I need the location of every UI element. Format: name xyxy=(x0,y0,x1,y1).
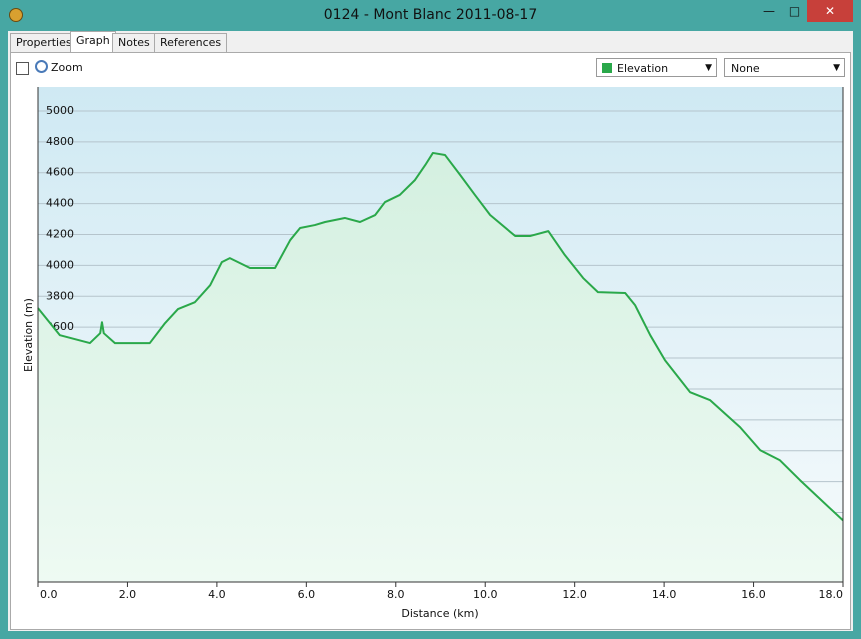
y-tick-label: 4200 xyxy=(46,227,74,240)
app-icon xyxy=(9,8,23,22)
x-tick-label: 10.0 xyxy=(473,588,498,601)
y-tick-label: 3800 xyxy=(46,289,74,302)
x-tick-label: 18.0 xyxy=(819,588,844,601)
x-tick-label: 16.0 xyxy=(741,588,766,601)
line xyxy=(37,151,844,522)
close-button[interactable]: ✕ xyxy=(807,0,853,22)
window-title: 0124 - Mont Blanc 2011-08-17 xyxy=(323,7,538,23)
area xyxy=(38,152,843,582)
y-axis-label: Elevation (m) xyxy=(22,298,35,372)
y-tick-label: 4000 xyxy=(46,258,74,271)
zoom-icon xyxy=(35,60,48,73)
x-tick-label: 2.0 xyxy=(119,588,137,601)
y-tick-label: 5000 xyxy=(46,104,74,117)
x-tick-label: 0.0 xyxy=(40,588,58,601)
x-tick-label: 8.0 xyxy=(387,588,405,601)
zoom-label: Zoom xyxy=(51,61,83,74)
tab[interactable]: Notes xyxy=(112,33,156,52)
dropdown-arrow: ▼ xyxy=(705,63,712,73)
x-tick-label: 12.0 xyxy=(562,588,587,601)
x-tick-label: 14.0 xyxy=(652,588,677,601)
second-dropdown[interactable]: None ▼ xyxy=(724,58,845,77)
x-axis-label: Distance (km) xyxy=(401,607,478,620)
zoom-checkbox[interactable] xyxy=(16,62,29,75)
title-bar: 0124 - Mont Blanc 2011-08-17 — □ ✕ xyxy=(0,0,861,31)
x-tick-label: 4.0 xyxy=(208,588,226,601)
y-tick-label: 4400 xyxy=(46,197,74,210)
dropdown-arrow: ▼ xyxy=(833,63,840,73)
x-tick-label: 6.0 xyxy=(298,588,316,601)
series-dropdown[interactable]: Elevation ▼ xyxy=(596,58,717,77)
dropdown-text: None xyxy=(731,62,760,75)
series-swatch xyxy=(602,63,612,73)
tab[interactable]: References xyxy=(154,33,228,52)
y-tick-label: 4600 xyxy=(46,166,74,179)
minimize-button[interactable]: — xyxy=(763,4,775,18)
maximize-button[interactable]: □ xyxy=(788,4,801,18)
dropdown-text: Elevation xyxy=(617,62,669,75)
y-tick-label: 4800 xyxy=(46,135,74,148)
